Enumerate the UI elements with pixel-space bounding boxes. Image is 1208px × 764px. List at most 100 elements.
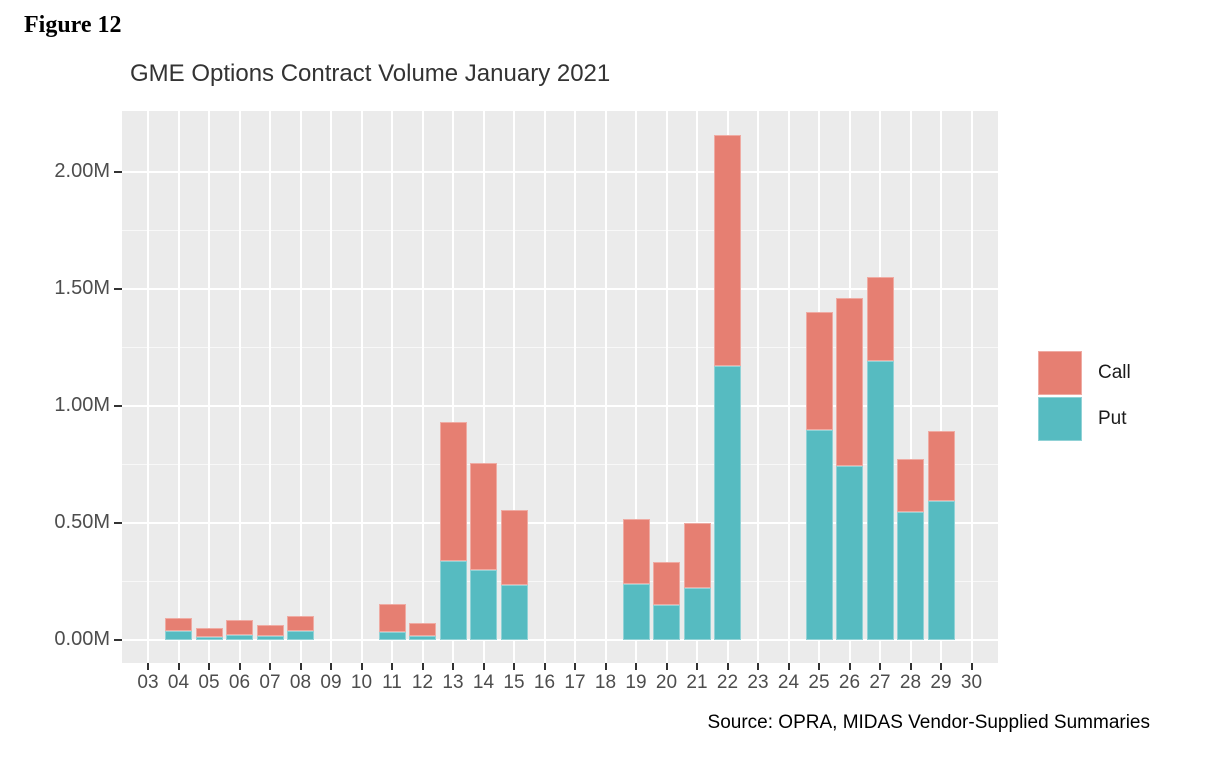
gridline-x-19 (635, 111, 637, 663)
bar-segment-put-27 (866, 361, 894, 640)
gridline-x-07 (269, 111, 271, 663)
gridline-x-11 (391, 111, 393, 663)
figure-label: Figure 12 (24, 12, 122, 38)
x-tick-11 (391, 663, 393, 670)
x-tick-label-03: 03 (137, 672, 159, 693)
bar-segment-call-04 (165, 618, 192, 631)
x-tick-label-19: 19 (625, 672, 647, 693)
gridline-x-14 (482, 111, 485, 663)
y-tick-label-1.00M: 1.00M (54, 394, 110, 416)
legend: Call Put (1038, 351, 1131, 443)
bar-segment-call-28 (897, 459, 924, 512)
gridline-x-03 (147, 111, 149, 663)
x-tick-label-06: 06 (228, 672, 251, 693)
x-tick-label-18: 18 (594, 672, 617, 693)
x-tick-label-27: 27 (869, 672, 891, 693)
bar-segment-call-21 (683, 523, 711, 588)
bar-segment-put-20 (653, 605, 680, 640)
gridline-x-04 (177, 111, 180, 663)
gridline-x-29 (940, 111, 942, 663)
x-tick-30 (970, 663, 973, 670)
bar-segment-put-22 (714, 366, 741, 640)
bar-segment-call-05 (195, 628, 223, 637)
legend-label-call: Call (1098, 362, 1131, 383)
x-tick-label-29: 29 (930, 672, 952, 693)
x-tick-label-25: 25 (808, 672, 830, 693)
x-tick-label-16: 16 (533, 672, 556, 693)
x-tick-label-12: 12 (411, 672, 434, 693)
x-tick-label-22: 22 (716, 672, 739, 693)
x-tick-label-08: 08 (289, 672, 312, 693)
bar-segment-call-19 (622, 519, 650, 584)
bar-segment-call-06 (226, 620, 253, 635)
x-tick-06 (238, 663, 241, 670)
bar-segment-put-15 (500, 585, 528, 640)
gridline-x-06 (238, 111, 241, 663)
x-tick-07 (269, 663, 271, 670)
plot-panel (122, 111, 998, 663)
bar-segment-put-04 (165, 631, 192, 640)
bar-segment-put-29 (927, 501, 955, 640)
gridline-x-21 (696, 111, 698, 663)
x-tick-14 (482, 663, 485, 670)
bar-segment-put-13 (439, 561, 467, 640)
bar-segment-put-05 (195, 637, 223, 640)
x-tick-label-05: 05 (198, 672, 220, 693)
bar-segment-call-14 (470, 463, 497, 570)
gridline-y-minor-0.25 (122, 581, 998, 582)
x-tick-21 (696, 663, 698, 670)
y-tick-1.50M (114, 288, 122, 290)
legend-key-call-swatch (1038, 351, 1082, 395)
chart-title: GME Options Contract Volume January 2021 (130, 60, 611, 87)
gridline-x-08 (299, 111, 302, 663)
x-tick-label-15: 15 (503, 672, 525, 693)
x-tick-23 (757, 663, 759, 670)
gridline-x-23 (757, 111, 759, 663)
gridline-x-30 (970, 111, 973, 663)
bar-segment-call-12 (409, 623, 436, 636)
x-tick-label-24: 24 (777, 672, 800, 693)
gridline-x-28 (909, 111, 912, 663)
bar-segment-put-19 (622, 584, 650, 640)
gridline-y-1.00M (122, 405, 998, 407)
x-tick-09 (330, 663, 332, 670)
x-tick-15 (513, 663, 515, 670)
x-tick-19 (635, 663, 637, 670)
x-tick-label-20: 20 (655, 672, 678, 693)
y-tick-label-1.50M: 1.50M (54, 277, 110, 299)
y-tick-label-0.00M: 0.00M (54, 628, 110, 650)
x-tick-label-10: 10 (350, 672, 373, 693)
gridline-y-minor-0.75 (122, 464, 998, 465)
x-tick-label-07: 07 (259, 672, 281, 693)
x-tick-label-17: 17 (564, 672, 586, 693)
gridline-x-15 (513, 111, 515, 663)
x-tick-label-14: 14 (472, 672, 495, 693)
x-tick-label-30: 30 (960, 672, 983, 693)
y-tick-label-0.50M: 0.50M (54, 511, 110, 533)
x-tick-28 (909, 663, 912, 670)
x-tick-05 (208, 663, 210, 670)
legend-item-put: Put (1038, 397, 1131, 441)
legend-item-call: Call (1038, 351, 1131, 395)
x-tick-20 (665, 663, 668, 670)
bar-segment-call-13 (439, 422, 467, 561)
bar-segment-call-29 (927, 431, 955, 501)
gridline-x-13 (452, 111, 454, 663)
source-note: Source: OPRA, MIDAS Vendor-Supplied Summ… (707, 712, 1150, 733)
bar-segment-put-26 (836, 466, 863, 640)
legend-label-put: Put (1098, 408, 1127, 429)
x-tick-24 (787, 663, 790, 670)
bar-segment-put-07 (256, 636, 284, 640)
bar-segment-put-21 (683, 588, 711, 640)
gridline-y-1.50M (122, 288, 998, 290)
gridline-y-0.50M (122, 522, 998, 524)
x-tick-label-26: 26 (838, 672, 861, 693)
bar-segment-call-20 (653, 562, 680, 605)
x-tick-label-09: 09 (320, 672, 342, 693)
bar-segment-call-27 (866, 277, 894, 361)
x-tick-27 (879, 663, 881, 670)
gridline-x-16 (543, 111, 546, 663)
x-tick-10 (360, 663, 363, 670)
x-tick-label-04: 04 (167, 672, 190, 693)
